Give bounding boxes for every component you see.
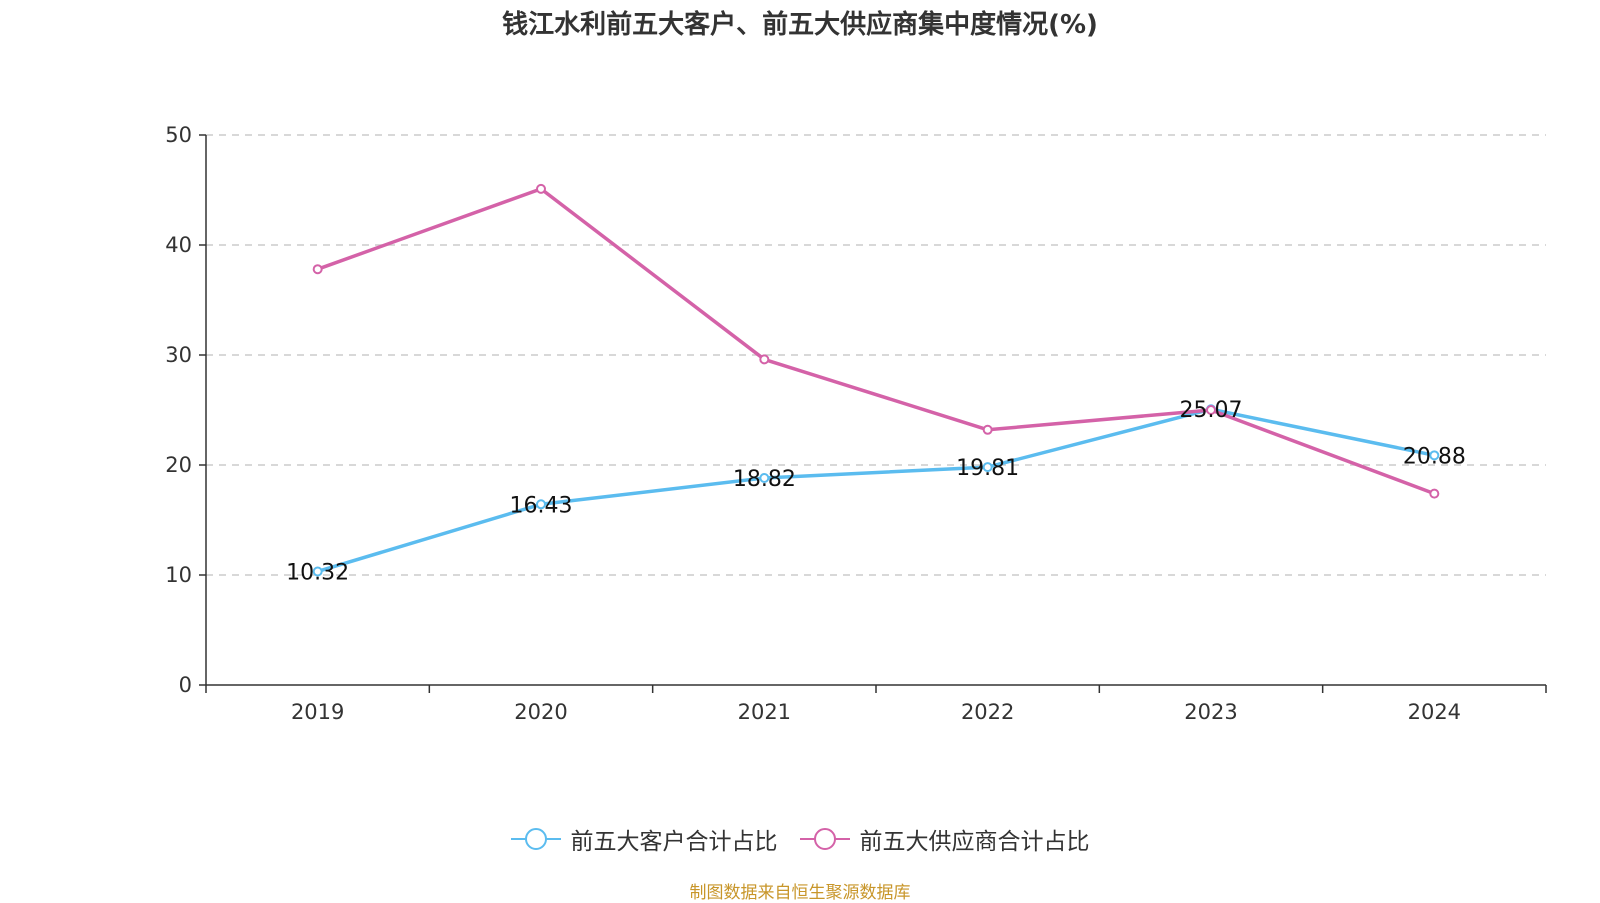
data-label-0-2021: 18.82 [733,467,796,492]
series-1-point-2019[interactable] [312,264,323,275]
x-tick-label-2019: 2019 [291,700,344,724]
data-label-0-2020: 16.43 [510,493,573,518]
source-note: 制图数据来自恒生聚源数据库 [689,883,911,903]
series-1-point-2024[interactable] [1429,488,1440,499]
legend-label-customers: 前五大客户合计占比 [570,829,778,855]
x-tick-label-2022: 2022 [961,700,1014,724]
legend-label-suppliers: 前五大供应商合计占比 [859,829,1090,855]
line-chart: 0 10 20 30 40 50 2019 2020 2021 2022 2023 2024 10.32… [165,123,1547,724]
legend-marker-suppliers [799,827,850,851]
y-tick-label-0: 0 [179,673,192,697]
series-line-0[interactable] [317,407,1435,574]
series-0-point-2024[interactable] [1429,450,1440,461]
series-1-point-2023[interactable] [1206,405,1216,415]
x-tick-label-2021: 2021 [738,700,791,724]
series-0-point-2021[interactable] [759,472,770,483]
series-1-point-2022[interactable] [982,424,993,435]
data-label-0-2023: 25.07 [1180,398,1243,423]
x-tick-label-2020: 2020 [514,700,567,724]
chart-title: 钱江水利前五大客户、前五大供应商集中度情况(%) [502,10,1098,40]
data-label-0-2024: 20.88 [1403,444,1466,469]
legend: 前五大客户合计占比 前五大供应商合计占比 [0,822,1600,856]
series-line-1[interactable] [317,187,1435,496]
legend-item-customers[interactable]: 前五大客户合计占比 [510,822,778,856]
data-label-0-2022: 19.81 [956,456,1019,481]
series-1-point-2020[interactable] [536,183,546,194]
data-label-0-2019: 10.32 [286,560,349,585]
x-tick-label-2024: 2024 [1408,700,1461,724]
series-0-point-2020[interactable] [536,499,546,510]
series-0-point-2022[interactable] [982,462,993,473]
y-tick-label-10: 10 [165,563,192,587]
y-tick-label-30: 30 [165,343,192,367]
series-0-point-2019[interactable] [312,566,323,577]
y-tick-label-20: 20 [165,453,192,477]
series-1-point-2021[interactable] [759,354,770,365]
x-tick-label-2023: 2023 [1184,700,1237,724]
legend-marker-customers [510,827,561,851]
y-tick-label-40: 40 [165,233,192,257]
legend-item-suppliers[interactable]: 前五大供应商合计占比 [799,822,1090,856]
y-tick-label-50: 50 [165,123,192,147]
